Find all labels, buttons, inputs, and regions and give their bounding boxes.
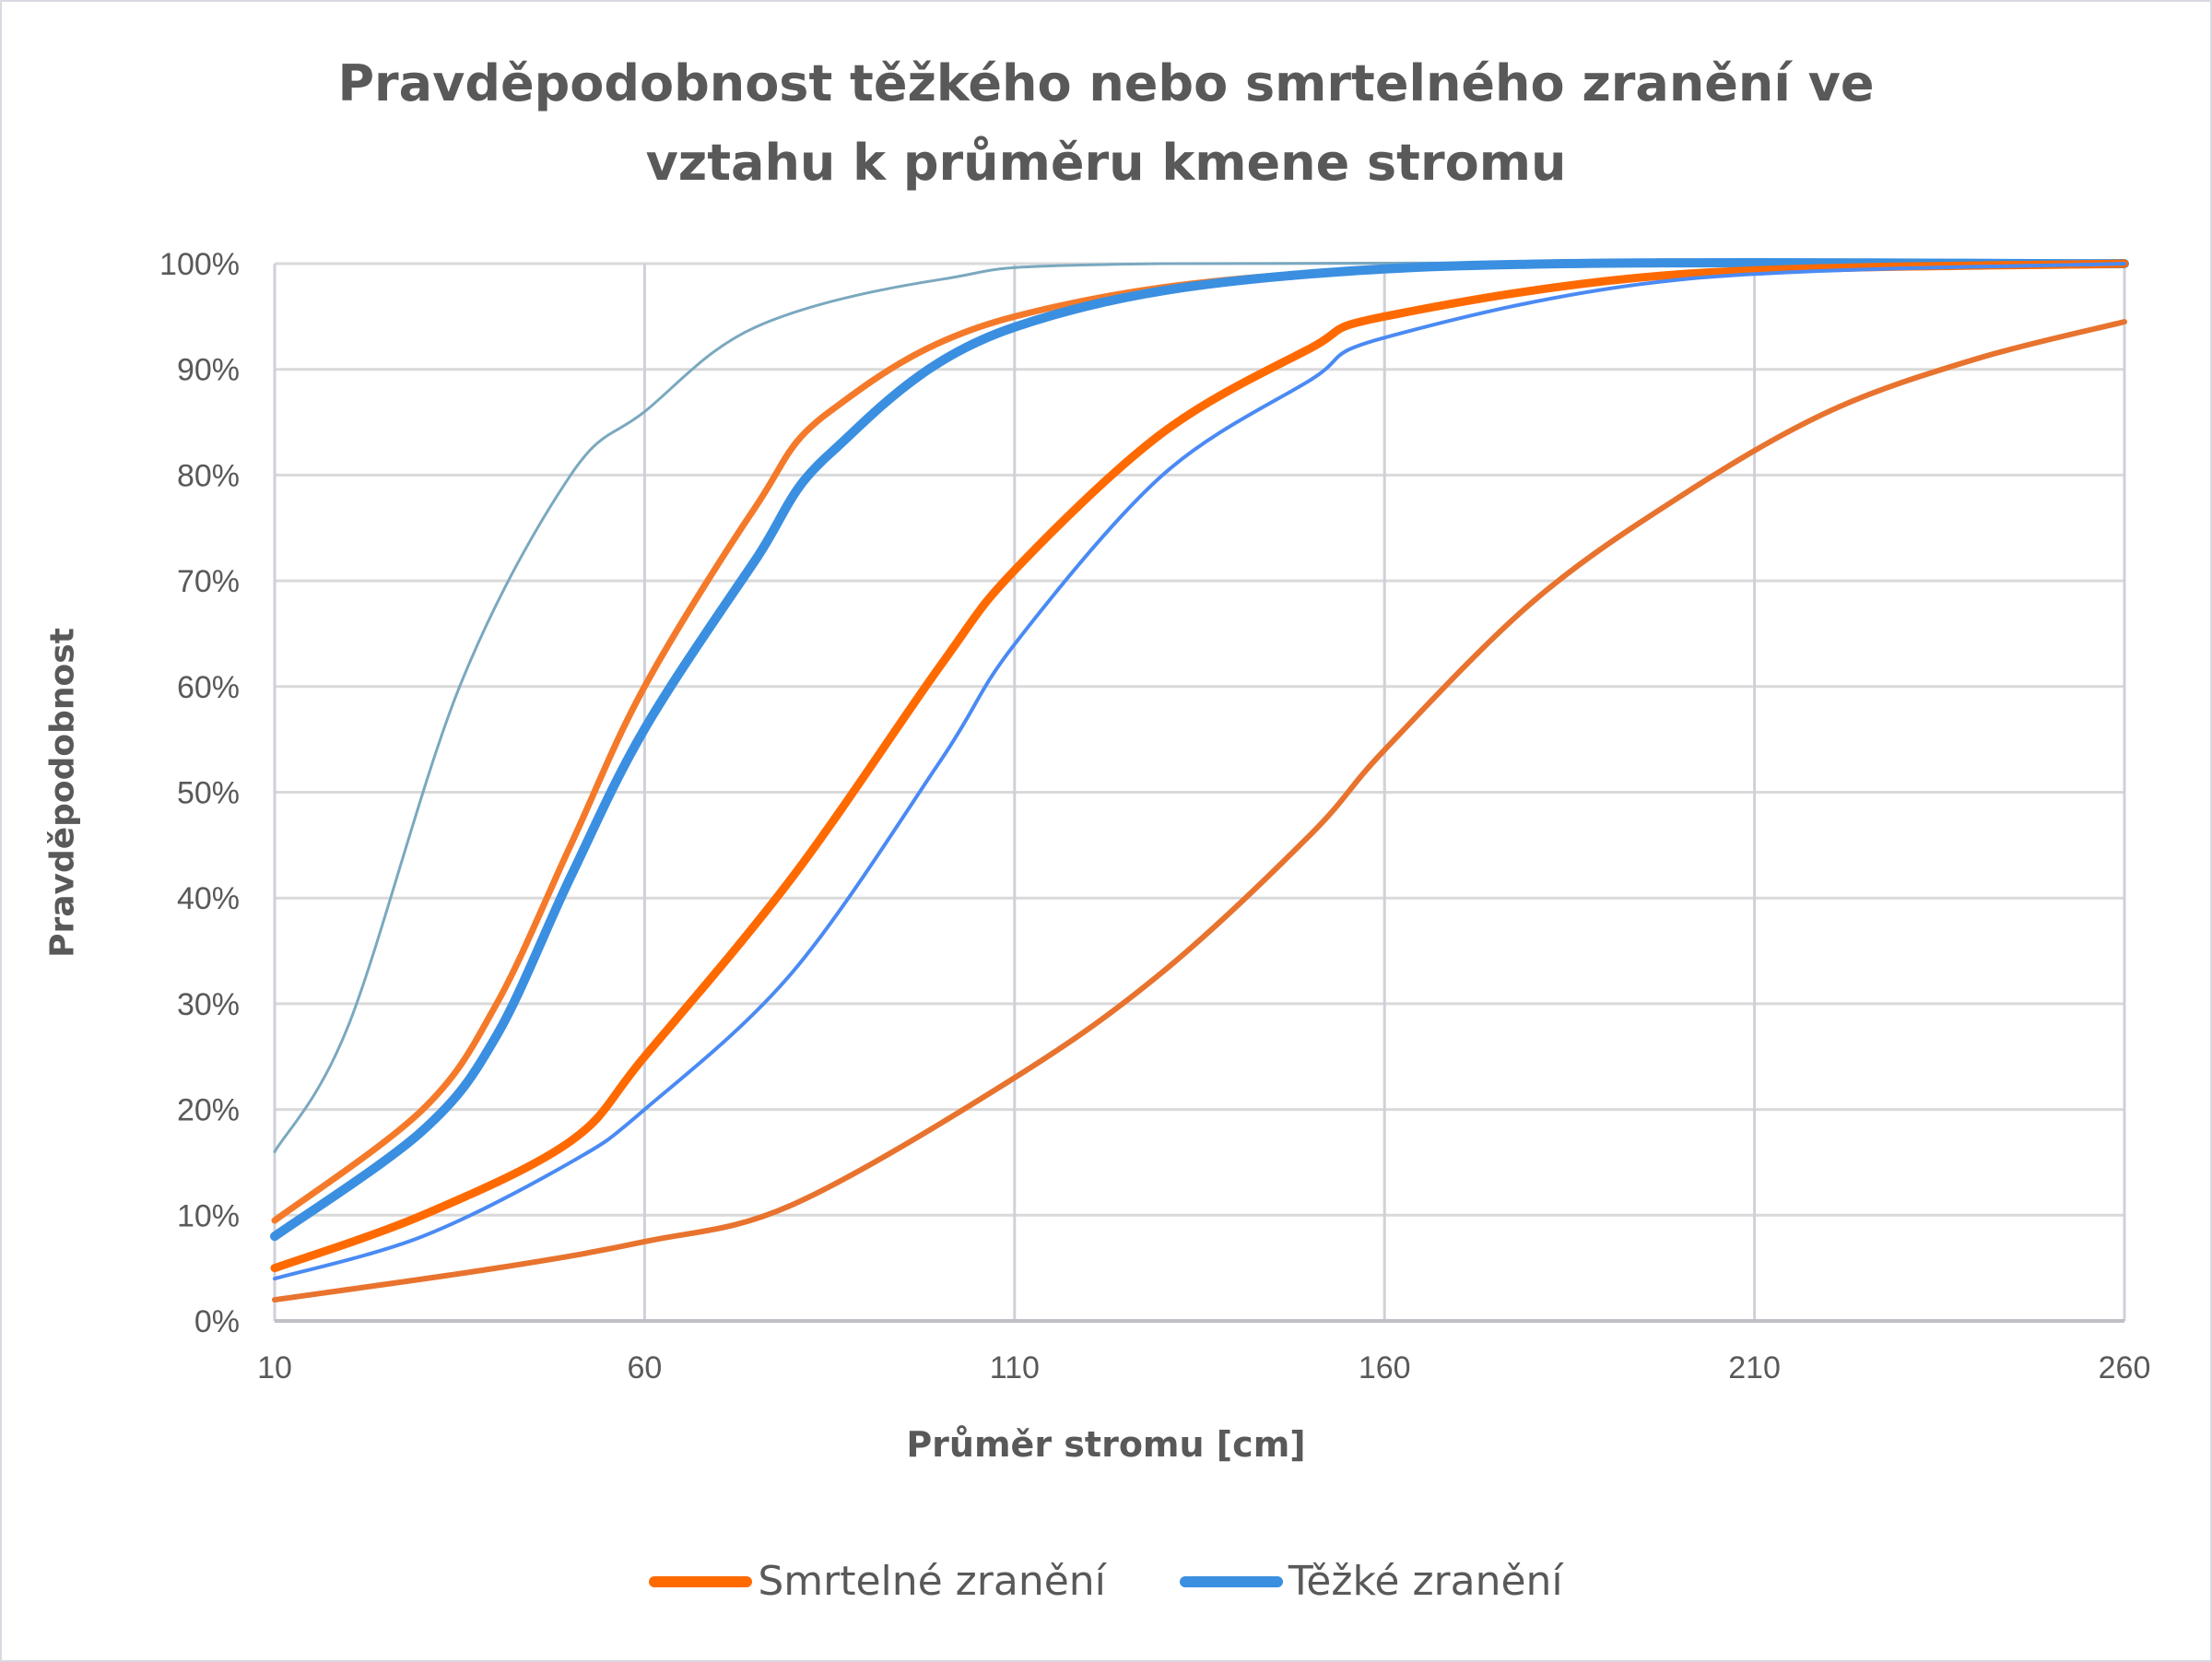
series-line <box>270 257 2129 1242</box>
x-tick-label: 160 <box>1359 1350 1411 1385</box>
chart-legend: Smrtelné zranění Těžké zranění <box>0 1558 2212 1605</box>
y-tick-label: 70% <box>177 564 240 599</box>
legend-item-fatal: Smrtelné zranění <box>649 1558 1106 1605</box>
y-tick-label: 60% <box>177 670 240 705</box>
legend-swatch-orange <box>649 1575 753 1587</box>
x-tick-label: 210 <box>1728 1350 1781 1385</box>
legend-swatch-blue <box>1179 1575 1283 1587</box>
x-axis-title: Průměr stromu [cm] <box>906 1424 1306 1465</box>
x-tick-label: 60 <box>627 1350 662 1385</box>
chart-title-line-1: Pravděpodobnost těžkého nebo smrtelného … <box>337 54 1875 112</box>
legend-label-fatal: Smrtelné zranění <box>758 1558 1106 1605</box>
y-tick-label: 50% <box>177 776 240 811</box>
y-tick-label: 40% <box>177 881 240 916</box>
y-tick-label: 10% <box>177 1198 240 1233</box>
x-tick-label: 110 <box>990 1350 1040 1385</box>
x-tick-label: 10 <box>257 1350 292 1385</box>
y-tick-label: 90% <box>177 353 240 388</box>
chart-title-line-2: vztahu k průměru kmene stromu <box>645 134 1567 192</box>
y-tick-label: 30% <box>177 987 240 1022</box>
series-line <box>273 261 2126 1153</box>
series-line <box>270 259 2129 1273</box>
series-line <box>273 262 2126 1281</box>
legend-item-severe: Těžké zranění <box>1179 1558 1563 1605</box>
y-tick-label: 100% <box>159 247 240 282</box>
legend-label-severe: Těžké zranění <box>1288 1558 1563 1605</box>
y-tick-label: 0% <box>194 1304 240 1339</box>
y-axis-title: Pravděpodobnost <box>43 628 82 958</box>
series-line <box>272 319 2127 1303</box>
x-tick-label: 260 <box>2099 1350 2151 1385</box>
y-tick-label: 80% <box>177 458 240 493</box>
y-tick-label: 20% <box>177 1093 240 1128</box>
